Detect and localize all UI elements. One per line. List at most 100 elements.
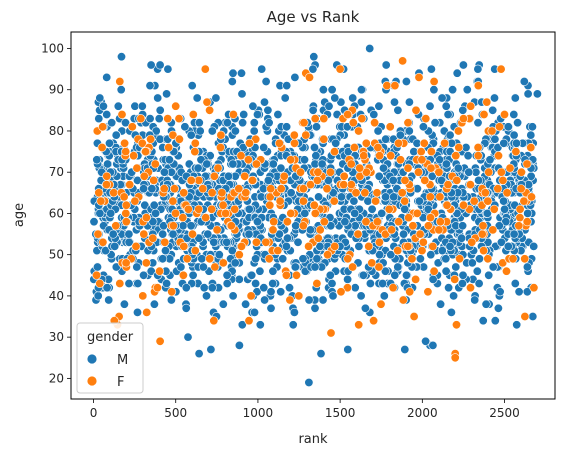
data-point-f — [453, 126, 463, 136]
data-point-f — [141, 213, 151, 223]
data-point-f — [361, 138, 371, 148]
data-point-m — [436, 299, 446, 309]
data-point-f — [190, 138, 200, 148]
data-point-m — [304, 295, 314, 305]
data-point-m — [523, 89, 533, 99]
data-point-f — [179, 188, 189, 198]
data-point-f — [268, 225, 278, 235]
data-point-f — [243, 155, 253, 165]
data-point-f — [515, 204, 525, 214]
data-point-f — [289, 138, 299, 148]
data-point-f — [467, 237, 477, 247]
data-point-f — [294, 291, 304, 301]
data-point-f — [319, 114, 329, 124]
data-point-f — [393, 138, 403, 148]
data-point-m — [263, 175, 273, 185]
data-point-f — [125, 180, 135, 190]
data-point-m — [227, 246, 237, 256]
data-point-f — [522, 159, 532, 169]
data-point-m — [101, 246, 111, 256]
data-point-m — [474, 175, 484, 185]
data-point-m — [106, 208, 116, 218]
data-point-f — [496, 64, 506, 74]
data-point-m — [102, 72, 112, 82]
data-point-m — [116, 85, 126, 95]
data-point-f — [275, 196, 285, 206]
data-point-f — [194, 204, 204, 214]
data-point-m — [161, 246, 171, 256]
data-point-m — [137, 101, 147, 111]
data-point-m — [105, 138, 115, 148]
data-point-f — [354, 320, 364, 330]
data-point-f — [501, 266, 511, 276]
data-point-m — [500, 204, 510, 214]
x-tick-label: 2000 — [407, 406, 438, 420]
data-point-m — [193, 163, 203, 173]
data-point-m — [451, 262, 461, 272]
data-point-m — [425, 101, 435, 111]
data-point-m — [230, 258, 240, 268]
data-point-m — [241, 299, 251, 309]
data-point-m — [94, 114, 104, 124]
data-point-m — [436, 175, 446, 185]
data-point-f — [417, 155, 427, 165]
data-point-f — [450, 274, 460, 284]
data-point-f — [522, 217, 532, 227]
data-point-m — [367, 204, 377, 214]
data-point-f — [119, 192, 129, 202]
data-point-m — [309, 52, 319, 62]
data-point-m — [443, 110, 453, 120]
data-point-m — [222, 278, 232, 288]
data-point-m — [381, 60, 391, 70]
data-point-m — [462, 85, 472, 95]
data-point-f — [244, 316, 254, 326]
data-point-m — [326, 221, 336, 231]
data-point-m — [463, 151, 473, 161]
data-point-m — [493, 303, 503, 313]
data-point-f — [141, 147, 151, 157]
data-point-f — [248, 175, 258, 185]
data-point-f — [236, 151, 246, 161]
data-point-f — [403, 163, 413, 173]
data-point-m — [228, 159, 238, 169]
data-point-m — [145, 114, 155, 124]
data-point-m — [207, 283, 217, 293]
data-point-f — [245, 138, 255, 148]
data-point-m — [234, 274, 244, 284]
data-point-f — [168, 130, 178, 140]
data-point-m — [299, 155, 309, 165]
data-point-f — [218, 258, 228, 268]
data-point-m — [428, 274, 438, 284]
y-tick-label: 70 — [49, 165, 64, 179]
data-point-m — [222, 118, 232, 128]
data-point-m — [449, 291, 459, 301]
data-point-f — [484, 167, 494, 177]
data-point-m — [93, 262, 103, 272]
data-point-m — [176, 262, 186, 272]
data-point-f — [477, 229, 487, 239]
data-point-m — [414, 196, 424, 206]
data-point-m — [239, 110, 249, 120]
data-point-m — [113, 101, 123, 111]
data-point-f — [515, 213, 525, 223]
data-point-f — [357, 114, 367, 124]
data-point-m — [198, 262, 208, 272]
data-point-m — [268, 266, 278, 276]
x-tick-label: 2500 — [489, 406, 520, 420]
data-point-f — [421, 114, 431, 124]
data-point-f — [167, 287, 177, 297]
data-point-m — [280, 93, 290, 103]
data-point-f — [493, 151, 503, 161]
data-point-f — [355, 163, 365, 173]
data-point-m — [194, 233, 204, 243]
data-point-f — [458, 114, 468, 124]
data-point-m — [527, 122, 537, 132]
data-point-f — [149, 175, 159, 185]
data-point-m — [428, 340, 438, 350]
data-point-f — [265, 200, 275, 210]
data-point-m — [133, 278, 143, 288]
data-point-f — [411, 105, 421, 115]
data-point-f — [329, 196, 339, 206]
data-point-f — [359, 151, 369, 161]
data-point-f — [304, 72, 314, 82]
